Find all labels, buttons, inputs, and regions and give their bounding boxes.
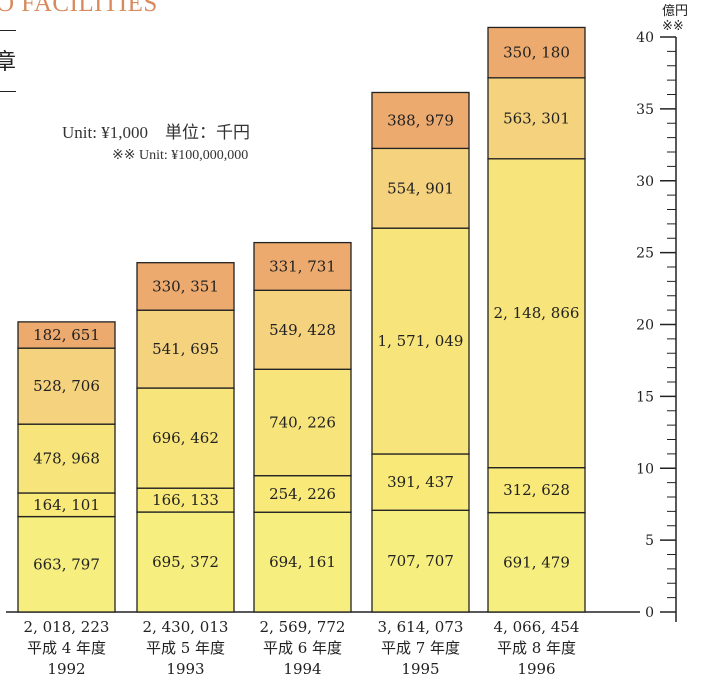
bar-segment — [371, 147, 470, 229]
y-axis-label: 億円※※ — [662, 4, 689, 34]
bar-segment-label: 478, 968 — [33, 450, 100, 468]
bar-segment-label: 696, 462 — [152, 429, 219, 447]
x-tick-label-year: 1995 — [401, 660, 439, 678]
bar-segment — [371, 453, 470, 511]
x-tick-label-year: 1992 — [47, 660, 85, 678]
bar-segment — [487, 467, 586, 514]
y-tick-label: 15 — [636, 389, 654, 405]
bar-segment-label: 164, 101 — [33, 496, 100, 514]
bar-total-label: 3, 614, 073 — [378, 618, 464, 636]
bar-segment-label: 528, 706 — [33, 377, 100, 395]
bar-segment-label: 254, 226 — [269, 485, 336, 503]
x-tick-label-year: 1993 — [166, 660, 204, 678]
bar-segment-label: 350, 180 — [503, 44, 570, 62]
x-tick-label-era: 平成 6 年度 — [263, 639, 342, 657]
bar-segment — [136, 309, 235, 389]
bar-segment — [487, 77, 586, 160]
chapter-tab-label: 章 — [0, 50, 17, 75]
bar-segment — [487, 26, 586, 79]
bar-segment-label: 691, 479 — [503, 553, 570, 571]
bar-segment-label: 182, 651 — [33, 326, 100, 344]
x-tick-label-era: 平成 4 年度 — [27, 639, 106, 657]
bar-segment — [17, 347, 116, 425]
x-tick-label-year: 1996 — [517, 660, 555, 678]
bar-segment — [487, 511, 586, 613]
bar-segment — [371, 227, 470, 455]
y-tick-label: 20 — [636, 318, 654, 334]
y-tick-label: 5 — [645, 533, 654, 549]
unit-note-axis: ※※ Unit: ¥100,000,000 — [112, 148, 249, 163]
bar-segment-label: 663, 797 — [33, 555, 100, 573]
y-tick-label: 30 — [636, 174, 654, 190]
bar-segment-label: 707, 707 — [387, 552, 454, 570]
bar-segment — [253, 289, 352, 370]
bar-total-label: 2, 018, 223 — [24, 618, 110, 636]
x-tick-label-era: 平成 8 年度 — [497, 639, 576, 657]
y-tick-label: 0 — [645, 605, 654, 621]
header-title: O FACILITIES — [0, 0, 158, 17]
bar-segment-label: 554, 901 — [387, 179, 454, 197]
bar-segment-label: 541, 695 — [152, 340, 219, 358]
x-tick-label-era: 平成 7 年度 — [381, 639, 460, 657]
bar-total-label: 2, 569, 772 — [260, 618, 346, 636]
bar-segment — [17, 515, 116, 613]
bar-segment-label: 2, 148, 866 — [494, 304, 580, 322]
y-tick-label: 25 — [636, 246, 654, 262]
x-tick-label-year: 1994 — [283, 660, 321, 678]
bar-segment-label: 694, 161 — [269, 553, 336, 571]
bar-segment — [371, 91, 470, 150]
bar-segment — [136, 387, 235, 489]
bar-segment — [17, 321, 116, 349]
y-tick-label: 35 — [636, 102, 654, 118]
bar-segment-label: 695, 372 — [152, 553, 219, 571]
y-tick-label: 40 — [636, 30, 654, 46]
bar-segment — [253, 475, 352, 513]
bar-segment — [253, 368, 352, 477]
bar-segment-label: 330, 351 — [152, 277, 219, 295]
bar-segment-label: 563, 301 — [503, 109, 570, 127]
x-tick-label-era: 平成 5 年度 — [146, 639, 225, 657]
bar-segment-label: 331, 731 — [269, 257, 336, 275]
bar-segment-label: 391, 437 — [387, 473, 454, 491]
bar-segment — [136, 262, 235, 311]
bar-segment-label: 166, 133 — [152, 491, 219, 509]
bar-segment-label: 549, 428 — [269, 321, 336, 339]
bar-segment-label: 740, 226 — [269, 413, 336, 431]
bar-total-label: 2, 430, 013 — [143, 618, 229, 636]
bar-segment — [253, 241, 352, 291]
bar-segment — [136, 511, 235, 613]
bar-segment — [487, 158, 586, 469]
bar-segment-label: 312, 628 — [503, 481, 570, 499]
y-tick-label: 10 — [636, 461, 654, 477]
chapter-tab: 章 — [0, 30, 16, 92]
unit-note: Unit: ¥1,000 単位：千円 — [62, 123, 250, 142]
bar-segment-label: 388, 979 — [387, 111, 454, 129]
bar-segment — [371, 509, 470, 613]
bar-segment-label: 1, 571, 049 — [378, 332, 464, 350]
bar-total-label: 4, 066, 454 — [494, 618, 580, 636]
